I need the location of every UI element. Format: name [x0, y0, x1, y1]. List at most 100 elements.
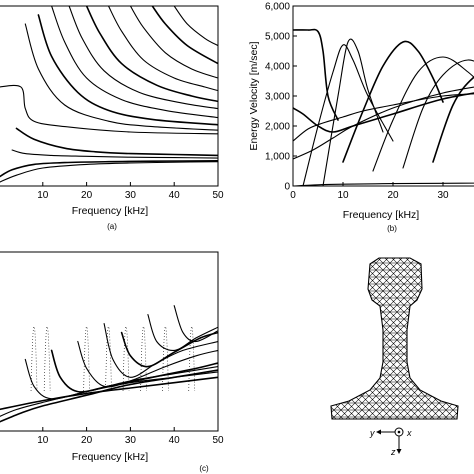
mesh-line: [145, 256, 309, 420]
panel-c-series-3: [24, 358, 218, 400]
panel-c-cutoff-spike-2: [43, 326, 51, 392]
panel-c-series-5: [77, 340, 218, 388]
panel-b-x-tick-label: 0: [290, 190, 296, 201]
panel-c-cutoff-spike-7: [162, 326, 169, 392]
panel-b-y-tick-label: 0: [284, 182, 290, 193]
panel-b-series-3: [293, 93, 474, 142]
panel-b-y-tick-label: 3,000: [265, 92, 290, 103]
mesh-line: [331, 258, 359, 419]
panel-a-series-3: [11, 149, 218, 159]
panel-b-series-10: [432, 76, 474, 163]
mesh-line: [331, 258, 366, 419]
panel-a-series-11: [107, 6, 218, 92]
panel-a-series-8: [51, 6, 218, 119]
mesh-line: [16, 256, 180, 420]
panel-b-x-tick-label: 30: [437, 190, 449, 201]
panel-c-series-10: [0, 376, 218, 411]
mesh-line: [331, 258, 384, 419]
mesh-line: [331, 258, 370, 419]
panel-a-x-tick-label: 10: [37, 190, 49, 201]
mesh-line: [442, 258, 458, 419]
mesh-line: [149, 256, 313, 420]
mesh-line: [135, 256, 299, 420]
mesh-line: [445, 258, 458, 419]
panel-a-x-tick-label: 30: [125, 190, 137, 201]
rail-mesh-diagram: y x z: [0, 256, 474, 457]
mesh-line: [452, 258, 458, 419]
mesh-line: [9, 256, 173, 420]
mesh-line: [121, 256, 285, 420]
panel-c-series-8: [147, 314, 218, 351]
panel-b-series-4: [293, 92, 474, 133]
mesh-line: [156, 256, 320, 420]
panel-b-y-tick-label: 6,000: [265, 2, 290, 13]
panel-b-series-group: [293, 28, 474, 186]
panel-a: 10 20 30 40 50 Frequency [kHz] (a): [0, 5, 224, 231]
x-axis-letter: x: [406, 428, 412, 438]
mesh-line: [331, 258, 352, 419]
mesh-line: [435, 258, 458, 419]
mesh-line: [331, 258, 405, 419]
mesh-line: [23, 256, 187, 420]
panel-c-tag: (c): [199, 464, 209, 473]
mesh-line: [128, 256, 292, 420]
panel-b-series-11: [293, 86, 474, 160]
mesh-line: [456, 258, 458, 419]
panel-a-x-tick-label: 20: [81, 190, 93, 201]
mesh-line: [382, 258, 458, 419]
coordinate-triad: y x z: [369, 427, 412, 457]
panel-a-series-4: [15, 127, 218, 157]
panel-b-x-tick-label: 10: [337, 190, 349, 201]
mesh-line: [431, 258, 458, 419]
panel-a-series-group: [0, 6, 218, 183]
panel-b-series-2: [293, 182, 474, 186]
panel-b-y-axis-label: Energy Velocity [m/sec]: [248, 41, 260, 150]
mesh-line: [93, 256, 257, 420]
panel-a-x-tick-label: 40: [169, 190, 181, 201]
panel-b-series-7: [342, 40, 444, 163]
mesh-line: [331, 258, 338, 419]
panel-a-series-1: [0, 160, 218, 178]
panel-c-x-axis-label: Frequency [kHz]: [72, 451, 149, 463]
panel-a-plot-frame: [0, 5, 219, 187]
panel-c-series-6: [103, 323, 218, 378]
panel-b-ticks: 0 10 20 30 0 1,000 2,000 3,000 4,000 5,000 6,000: [265, 2, 449, 202]
panel-c-cutoff-spike-6: [140, 326, 147, 392]
mesh-line: [464, 256, 474, 420]
mesh-line: [107, 256, 271, 420]
panel-b-tag: (b): [387, 224, 397, 233]
mesh-line: [331, 258, 363, 419]
panel-c-x-tick-label: 40: [169, 435, 181, 446]
mesh-line: [138, 256, 302, 420]
panel-a-x-tick-label: 50: [212, 190, 224, 201]
panel-a-series-12: [129, 6, 218, 79]
panel-c-x-tick-label: 30: [125, 435, 137, 446]
rail-outline: [330, 257, 459, 420]
mesh-line: [386, 258, 458, 419]
mesh-line: [152, 256, 316, 420]
panel-a-series-14: [173, 6, 218, 47]
panel-b-series-1: [293, 28, 339, 121]
panel-c-series-9: [173, 305, 218, 343]
panel-b-series-8: [372, 56, 474, 172]
panel-c-x-tick-label: 10: [37, 435, 49, 446]
mesh-line: [0, 256, 131, 420]
mesh-line: [389, 258, 458, 419]
mesh-line: [438, 258, 458, 419]
mesh-line: [331, 258, 356, 419]
mesh-line: [0, 256, 110, 420]
panel-c-cutoff-spike-4: [105, 326, 112, 392]
panel-a-series-5: [0, 84, 218, 135]
panel-b-series-6: [322, 38, 384, 186]
mesh-line: [110, 256, 274, 420]
mesh-line: [86, 256, 250, 420]
y-axis-letter: y: [369, 428, 375, 438]
panel-a-series-9: [68, 6, 218, 110]
mesh-line: [428, 258, 458, 419]
panel-a-series-10: [85, 6, 218, 103]
mesh-line: [449, 258, 458, 419]
mesh-line: [37, 256, 201, 420]
mesh-line: [467, 256, 474, 420]
mesh-line: [331, 258, 373, 419]
